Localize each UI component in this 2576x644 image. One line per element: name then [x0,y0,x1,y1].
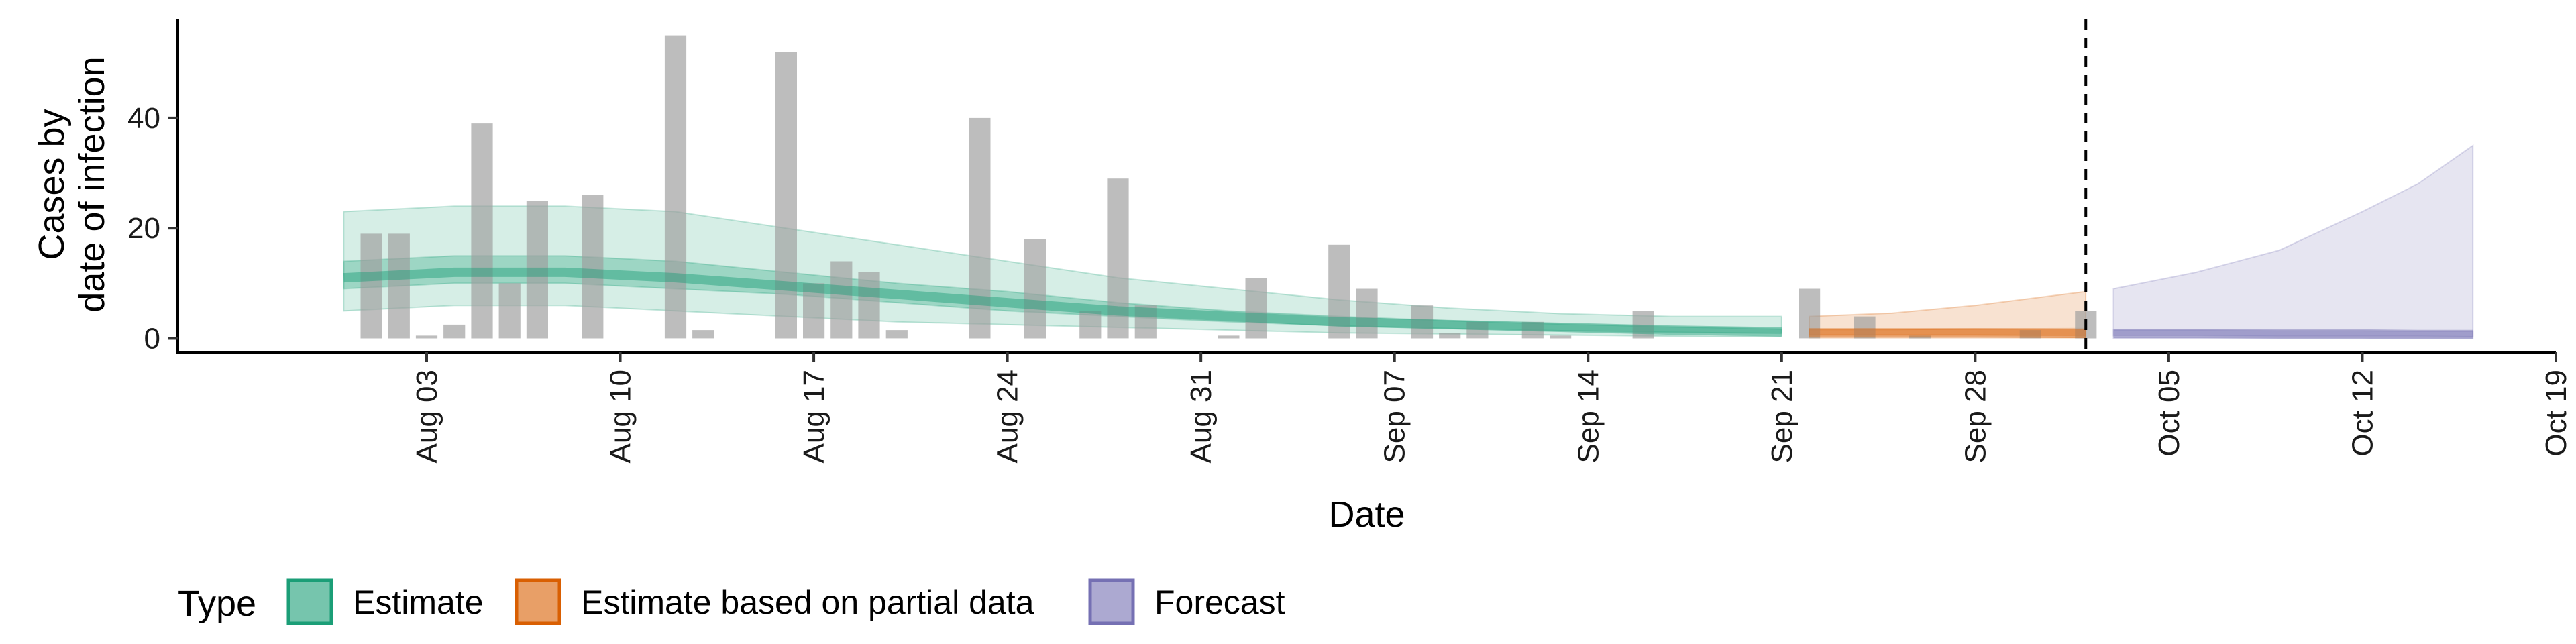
forecast-band-90 [2112,144,2474,339]
y-tick-label: 40 [127,102,160,135]
case-bar [885,330,908,339]
legend: Type Estimate Estimate based on partial … [178,578,1285,625]
forecast-median [2113,329,2473,339]
legend-swatch-estimate [286,578,333,625]
case-bar [1550,335,1572,339]
y-axis-title-line-1: Cases by [32,109,72,260]
estimate-median [343,267,1782,337]
uncertainty-bands [343,144,2474,339]
x-tick-label: Sep 07 [1379,370,1411,463]
case-bar [415,335,438,339]
case-bar [1024,239,1046,339]
case-bar [360,233,382,339]
case-bar [388,233,410,339]
case-bar [1079,311,1102,339]
case-bar [2019,330,2041,339]
legend-swatch-partial [515,578,561,625]
case-bar [1218,335,1240,339]
case-bar [582,195,604,339]
y-tick-label: 0 [144,322,160,355]
y-axis-ticks: 0 20 40 [127,102,178,355]
x-tick-label: Aug 31 [1185,370,1218,463]
case-bar [1356,288,1378,339]
case-bar [1245,278,1267,339]
case-bar [471,123,493,339]
y-axis-title-line-2: date of infection [72,56,112,312]
x-axis-ticks: Aug 03 Aug 10 Aug 17 Aug 24 Aug 31 Sep 07 Sep … [411,352,2573,463]
legend-label-estimate: Estimate [353,584,484,621]
y-tick-label: 20 [127,212,160,245]
case-bar [1328,244,1350,339]
case-bar [692,330,714,339]
axes [176,19,2556,354]
estimate-band-90 [343,205,1782,338]
observed-case-bars [360,35,2097,339]
case-bar [1439,333,1461,339]
x-tick-label: Oct 05 [2153,370,2186,457]
case-bar [1632,311,1654,339]
x-tick-label: Sep 14 [1572,370,1605,463]
case-bar [1799,288,1821,339]
case-bar [1411,305,1434,339]
x-tick-label: Sep 28 [1959,370,1992,463]
case-bar [775,52,797,339]
case-bar [803,283,825,339]
case-bar [830,261,853,339]
legend-label-forecast: Forecast [1155,584,1285,621]
x-tick-label: Aug 17 [798,370,830,463]
legend-title: Type [178,584,256,624]
x-tick-label: Aug 03 [411,370,443,463]
case-bar [664,35,687,339]
case-bar [1854,316,1876,339]
case-bar [1107,178,1129,339]
x-tick-label: Sep 21 [1766,370,1799,463]
case-bar [1466,321,1489,339]
median-lines [343,267,2473,339]
case-bar [1909,335,1931,339]
x-tick-label: Aug 10 [604,370,637,463]
x-tick-label: Aug 24 [991,370,1024,463]
case-bar [498,283,521,339]
x-axis-title: Date [1328,494,1405,535]
case-bar [443,324,466,339]
case-bar [1134,305,1157,339]
forecast-band-50 [2112,329,2474,338]
legend-label-partial: Estimate based on partial data [581,584,1034,621]
case-bar [969,117,991,339]
case-bar [1521,321,1544,339]
case-bar [526,201,548,339]
x-tick-label: Oct 12 [2346,370,2379,457]
x-tick-label: Oct 19 [2540,370,2573,457]
legend-swatch-forecast [1088,578,1135,625]
case-bar [858,272,880,339]
y-axis-title: Cases by date of infection [32,56,112,312]
